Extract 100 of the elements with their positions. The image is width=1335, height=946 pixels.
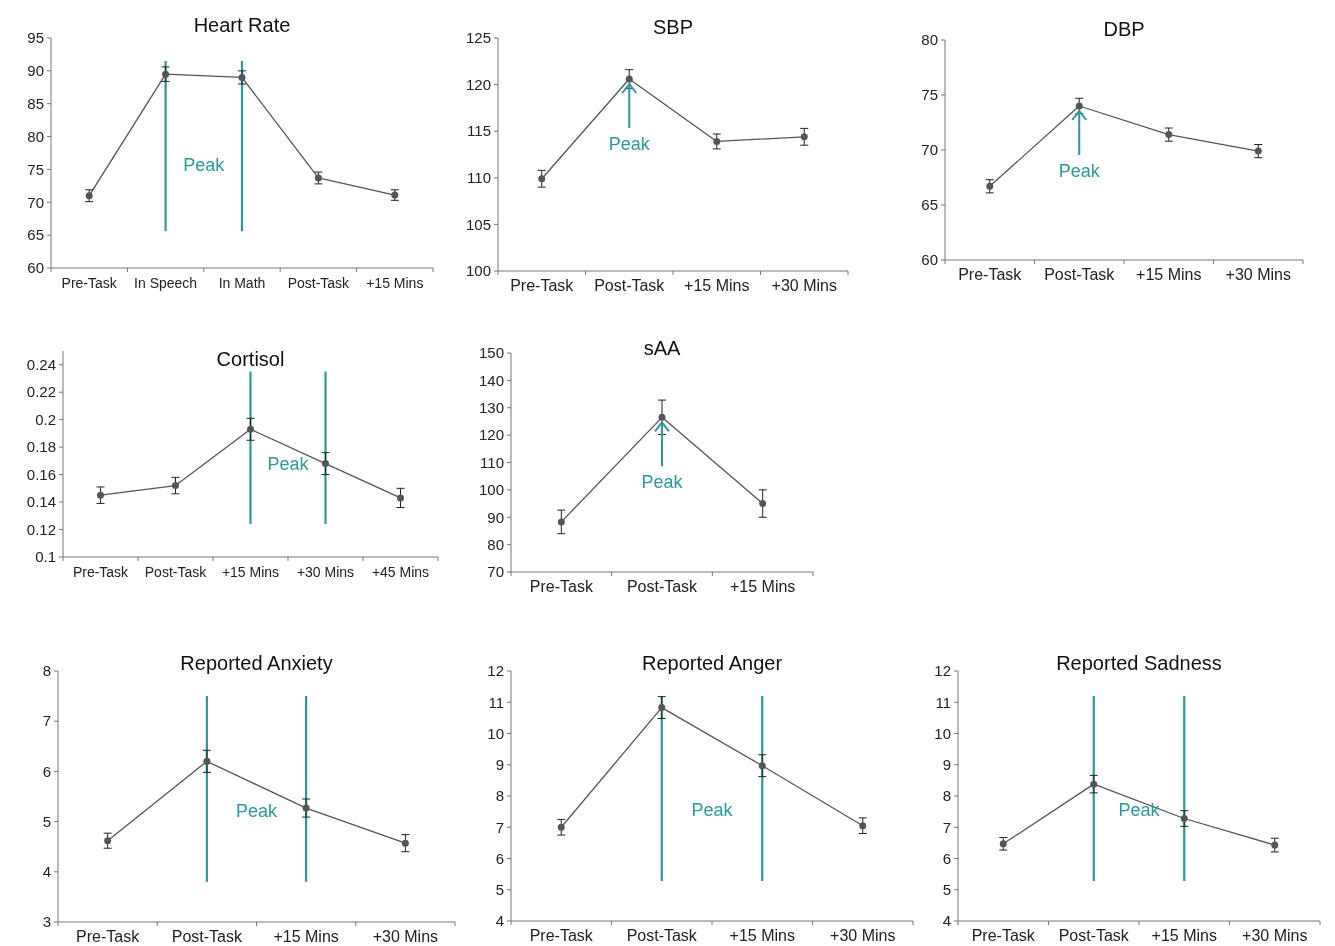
y-tick-label: 4 bbox=[42, 863, 51, 881]
point bbox=[322, 460, 329, 468]
y-tick-label: 0.12 bbox=[26, 520, 56, 538]
point bbox=[986, 182, 994, 190]
y-tick-label: 10 bbox=[487, 724, 504, 742]
y-tick-label: 0.22 bbox=[26, 383, 56, 401]
point bbox=[557, 823, 565, 831]
y-tick-label: 6 bbox=[42, 762, 51, 780]
x-tick-label: +30 Mins bbox=[1242, 927, 1308, 944]
y-tick-label: 11 bbox=[488, 693, 504, 711]
y-tick-label: 0.1 bbox=[35, 548, 56, 566]
y-tick-label: 80 bbox=[487, 535, 504, 553]
y-tick-label: 10 bbox=[934, 724, 951, 742]
y-tick-label: 140 bbox=[478, 371, 504, 389]
x-tick-label: Pre-Task bbox=[76, 928, 141, 945]
x-tick-label: +15 Mins bbox=[221, 564, 280, 580]
y-tick-label: 9 bbox=[495, 756, 504, 773]
annotation: Peak bbox=[691, 800, 734, 820]
y-tick-label: 70 bbox=[921, 141, 938, 159]
point bbox=[538, 175, 546, 183]
y-tick-label: 7 bbox=[42, 712, 51, 730]
chart-title: sAA bbox=[643, 337, 681, 359]
y-tick-label: 11 bbox=[935, 693, 951, 711]
y-tick-label: 12 bbox=[934, 662, 951, 680]
y-tick-label: 0.18 bbox=[26, 438, 56, 456]
y-tick-label: 60 bbox=[921, 251, 938, 269]
annotation: Peak bbox=[1118, 800, 1161, 820]
chart-title: Reported Sadness bbox=[1056, 652, 1222, 674]
y-tick-label: 65 bbox=[921, 196, 938, 214]
y-tick-label: 5 bbox=[942, 881, 951, 898]
y-tick-label: 130 bbox=[478, 399, 504, 416]
y-tick-label: 110 bbox=[480, 453, 504, 471]
y-tick-label: 100 bbox=[465, 262, 491, 280]
point bbox=[758, 762, 766, 770]
annotation: Peak bbox=[1058, 161, 1101, 181]
y-tick-label: 3 bbox=[42, 913, 51, 931]
chart-title: Cortisol bbox=[216, 348, 285, 370]
point bbox=[1271, 841, 1279, 849]
point bbox=[247, 425, 254, 433]
y-tick-label: 70 bbox=[487, 563, 504, 581]
y-tick-label: 105 bbox=[465, 215, 491, 233]
y-tick-label: 120 bbox=[478, 426, 504, 444]
x-tick-label: Post-Task bbox=[171, 928, 243, 945]
chart-title: DBP bbox=[1103, 18, 1145, 40]
y-tick-label: 6 bbox=[495, 849, 504, 867]
x-tick-label: In Speech bbox=[134, 275, 198, 291]
x-tick-label: +45 Mins bbox=[371, 564, 430, 580]
point bbox=[104, 837, 112, 845]
y-tick-label: 7 bbox=[942, 818, 951, 836]
x-tick-label: Post-Task bbox=[626, 927, 698, 944]
y-tick-label: 110 bbox=[467, 169, 491, 187]
point bbox=[1090, 780, 1098, 788]
x-tick-label: Pre-Task bbox=[971, 927, 1036, 944]
x-tick-label: +15 Mins bbox=[1151, 927, 1217, 944]
x-tick-label: +15 Mins bbox=[273, 928, 339, 945]
point bbox=[1165, 131, 1173, 139]
y-tick-label: 85 bbox=[27, 94, 44, 112]
x-tick-label: +15 Mins bbox=[729, 927, 795, 944]
y-tick-label: 70 bbox=[27, 193, 44, 211]
y-tick-label: 5 bbox=[42, 812, 51, 830]
y-tick-label: 9 bbox=[942, 756, 951, 773]
x-tick-label: +30 Mins bbox=[1225, 266, 1291, 283]
point bbox=[1254, 147, 1262, 155]
y-tick-label: 80 bbox=[27, 127, 44, 145]
y-tick-label: 0.24 bbox=[26, 355, 56, 373]
y-tick-label: 115 bbox=[467, 122, 491, 140]
x-tick-label: +30 Mins bbox=[771, 277, 837, 294]
y-tick-label: 4 bbox=[495, 912, 504, 930]
annotation: Peak bbox=[235, 800, 279, 821]
chart-title: Reported Anxiety bbox=[180, 652, 333, 674]
x-tick-label: Post-Task bbox=[1044, 266, 1116, 283]
y-tick-label: 0.14 bbox=[26, 493, 56, 511]
x-tick-label: Post-Task bbox=[287, 275, 351, 291]
annotation: Peak bbox=[267, 454, 310, 475]
chart-title: SBP bbox=[652, 16, 694, 38]
point bbox=[759, 500, 767, 508]
y-tick-label: 95 bbox=[27, 29, 44, 47]
point bbox=[97, 491, 104, 499]
point bbox=[1180, 815, 1188, 822]
y-tick-label: 6 bbox=[942, 849, 951, 867]
x-tick-label: Pre-Task bbox=[958, 266, 1023, 283]
y-tick-label: 60 bbox=[27, 259, 44, 277]
point bbox=[302, 804, 310, 812]
point bbox=[1075, 102, 1083, 110]
x-tick-label: +30 Mins bbox=[372, 928, 439, 945]
x-tick-label: Pre-Task bbox=[529, 578, 594, 595]
point bbox=[625, 75, 633, 83]
x-tick-label: +15 Mins bbox=[1136, 266, 1202, 283]
y-tick-label: 7 bbox=[495, 818, 504, 836]
point bbox=[557, 518, 565, 526]
chart-title: Heart Rate bbox=[193, 14, 291, 36]
x-tick-label: Post-Task bbox=[144, 564, 208, 580]
annotation: Peak bbox=[608, 134, 651, 155]
y-tick-label: 8 bbox=[942, 787, 951, 805]
x-tick-label: +15 Mins bbox=[366, 275, 424, 291]
point bbox=[713, 137, 721, 145]
y-tick-label: 0.2 bbox=[35, 410, 56, 428]
y-tick-label: 120 bbox=[465, 75, 491, 93]
x-tick-label: +15 Mins bbox=[729, 578, 796, 595]
annotation: Peak bbox=[183, 155, 226, 176]
